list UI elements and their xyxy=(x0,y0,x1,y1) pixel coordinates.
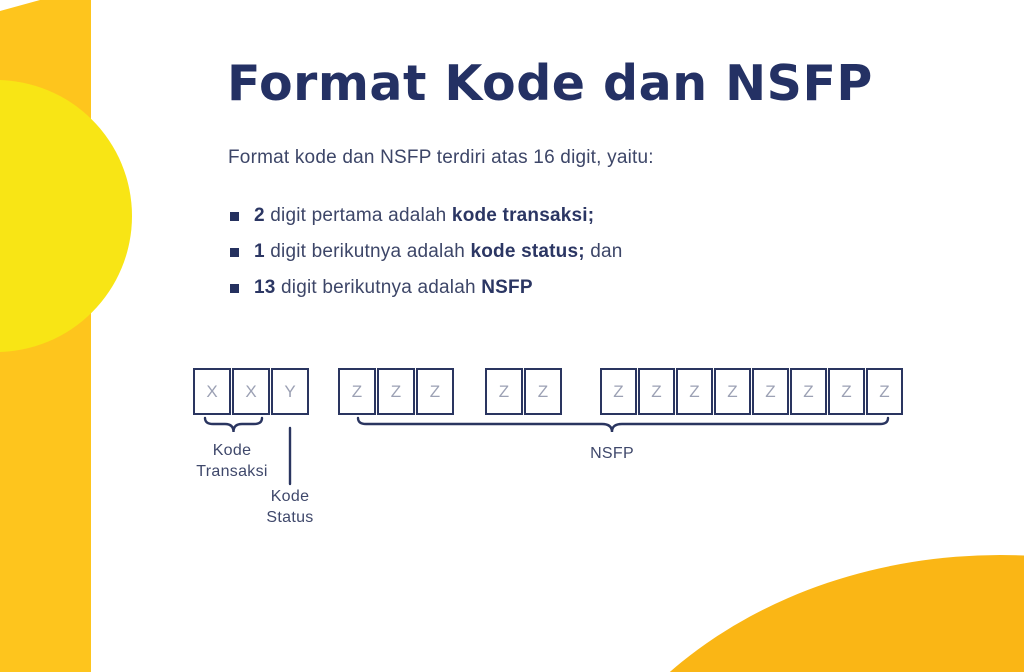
digit-cell: Z xyxy=(790,368,827,415)
brace-connectors xyxy=(203,416,890,486)
digit-cell: Z xyxy=(638,368,675,415)
digit-cell: Z xyxy=(600,368,637,415)
bullet-list: 2 digit pertama adalah kode transaksi; 1… xyxy=(230,198,790,306)
digit-group-nsfp-3: Z Z Z Z Z Z Z Z xyxy=(600,368,903,415)
digit-group-nsfp-2: Z Z xyxy=(485,368,562,415)
square-bullet-icon xyxy=(230,247,239,257)
top-left-white-notch-shape xyxy=(0,0,40,11)
digit-cell: Z xyxy=(752,368,789,415)
digit-cell: Z xyxy=(828,368,865,415)
nsfp-brace xyxy=(356,416,890,433)
kode-transaksi-brace xyxy=(203,416,264,433)
bullet-item: 2 digit pertama adalah kode transaksi; xyxy=(230,198,790,234)
digit-cell: X xyxy=(193,368,231,415)
digit-cell: Z xyxy=(866,368,903,415)
digit-cell: Y xyxy=(271,368,309,415)
label-kode-transaksi: Kode Transaksi xyxy=(196,442,268,480)
digit-cell: Z xyxy=(714,368,751,415)
square-bullet-icon xyxy=(230,211,239,221)
page-title: Format Kode dan NSFP xyxy=(227,55,873,112)
digit-cell: Z xyxy=(416,368,454,415)
bullet-text: 1 digit berikutnya adalah kode status; d… xyxy=(254,241,623,262)
subtitle: Format kode dan NSFP terdiri atas 16 dig… xyxy=(228,147,654,168)
digit-group-nsfp-1: Z Z Z xyxy=(338,368,454,415)
bullet-item: 1 digit berikutnya adalah kode status; d… xyxy=(230,234,790,270)
bullet-text: 2 digit pertama adalah kode transaksi; xyxy=(254,205,595,226)
digit-cell: Z xyxy=(338,368,376,415)
digit-group-kode-transaksi-status: X X Y xyxy=(193,368,309,415)
digit-cell: Z xyxy=(485,368,523,415)
digit-cell: Z xyxy=(524,368,562,415)
digit-cell: X xyxy=(232,368,270,415)
digit-cell: Z xyxy=(377,368,415,415)
label-nsfp: NSFP xyxy=(590,445,634,462)
bullet-text: 13 digit berikutnya adalah NSFP xyxy=(254,277,533,298)
square-bullet-icon xyxy=(230,283,239,293)
label-kode-status: Kode Status xyxy=(266,488,314,526)
bullet-item: 13 digit berikutnya adalah NSFP xyxy=(230,270,790,306)
digit-cell: Z xyxy=(676,368,713,415)
